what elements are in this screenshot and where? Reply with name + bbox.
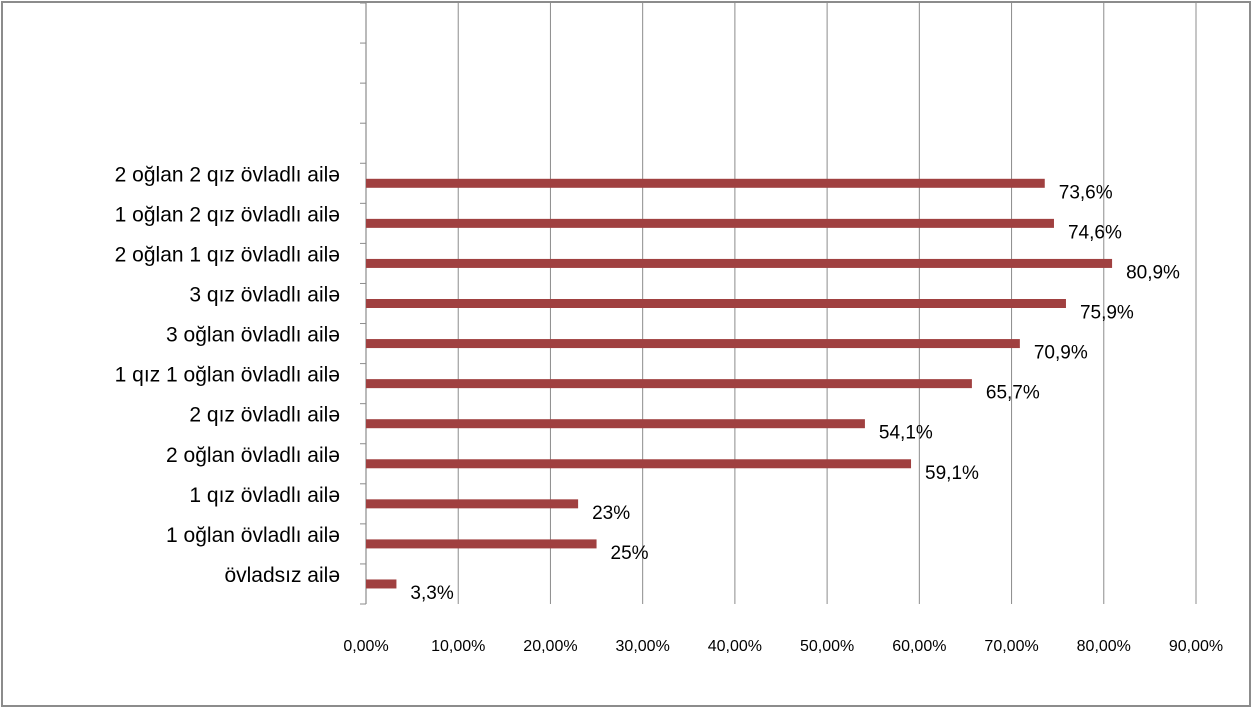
data-label: 75,9% [1080, 303, 1134, 324]
x-tick-label: 40,00% [708, 638, 762, 655]
data-label: 70,9% [1034, 343, 1088, 364]
category-label: 2 oğlan 2 qız övladlı ailə [115, 163, 340, 186]
data-label: 59,1% [925, 463, 979, 484]
bar [366, 459, 912, 469]
x-tick-label: 60,00% [892, 638, 946, 655]
x-tick-label: 70,00% [984, 638, 1038, 655]
category-label: 2 oğlan 1 qız övladlı ailə [115, 243, 340, 266]
category-label: 1 oğlan 2 qız övladlı ailə [115, 203, 340, 226]
category-label: 2 qız övladlı ailə [189, 404, 340, 427]
bar [366, 539, 597, 549]
x-tick-label: 50,00% [800, 638, 854, 655]
data-label: 80,9% [1126, 262, 1180, 283]
x-tick-label: 20,00% [523, 638, 577, 655]
data-label: 3,3% [410, 583, 453, 604]
data-labels: 3,3% 25% 23% 59,1% 54,1% 65,7% 70,9% 75,9% 80,9%… [410, 182, 1180, 604]
x-tick-labels: 0,00% 10,00% 20,00% 30,00% 40,00% 50,00% 60,00… [343, 638, 1223, 655]
bar [366, 258, 1113, 268]
x-tick-label: 0,00% [343, 638, 388, 655]
bar [366, 379, 972, 389]
category-label: 1 oğlan övladlı ailə [166, 524, 340, 547]
category-label: 2 oğlan övladlı ailə [166, 444, 340, 467]
category-label: 3 oğlan övladlı ailə [166, 324, 340, 347]
category-labels: övladsız ailə 1 oğlan övladlı ailə 1 qız ö… [115, 163, 340, 587]
bar [366, 339, 1020, 349]
x-tick-label: 10,00% [431, 638, 485, 655]
data-label: 25% [611, 543, 649, 564]
x-tick-label: 80,00% [1077, 638, 1131, 655]
data-label: 54,1% [879, 423, 933, 444]
bar [366, 499, 579, 509]
data-label: 74,6% [1068, 222, 1122, 243]
category-label: övladsız ailə [224, 564, 340, 587]
data-label: 23% [592, 503, 630, 524]
bar [366, 299, 1066, 308]
data-label: 65,7% [986, 383, 1040, 404]
category-label: 3 qız övladlı ailə [189, 284, 340, 307]
x-tick-label: 90,00% [1169, 638, 1223, 655]
bar [366, 218, 1054, 228]
bar [366, 419, 865, 429]
bar [366, 178, 1045, 188]
category-axis [360, 2, 367, 605]
category-label: 1 qız övladlı ailə [189, 484, 340, 507]
category-label: 1 qız 1 oğlan övladlı ailə [115, 364, 340, 387]
x-tick-label: 30,00% [616, 638, 670, 655]
bar [366, 579, 397, 589]
bars [366, 178, 1113, 589]
data-label: 73,6% [1059, 182, 1113, 203]
